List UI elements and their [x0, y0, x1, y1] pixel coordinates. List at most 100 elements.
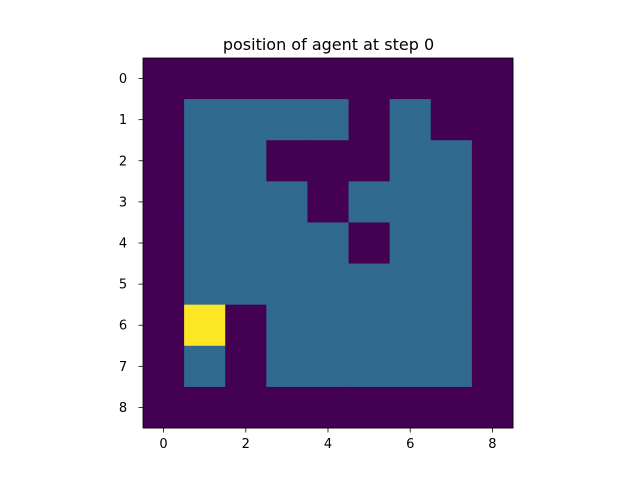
heatmap-cell	[471, 304, 514, 347]
y-tick-label: 7	[119, 360, 127, 375]
x-tick-label: 0	[159, 437, 167, 452]
heatmap-cell	[471, 263, 514, 306]
heatmap-cell	[143, 304, 185, 347]
heatmap-cell	[266, 345, 308, 388]
heatmap-cell	[348, 304, 391, 347]
heatmap-cell	[266, 99, 308, 141]
heatmap-cell	[389, 99, 432, 141]
heatmap-cell	[348, 181, 391, 223]
y-tick-label: 1	[119, 113, 127, 128]
heatmap-cell	[184, 99, 226, 141]
y-tick-label: 8	[119, 401, 127, 416]
heatmap-cell	[225, 345, 267, 388]
heatmap-cell	[307, 386, 349, 429]
heatmap-cell	[266, 222, 308, 264]
heatmap-cell	[471, 58, 514, 100]
heatmap-cell	[184, 345, 226, 388]
heatmap-cell	[348, 140, 391, 182]
heatmap-cell	[307, 140, 349, 182]
heatmap-cell	[471, 140, 514, 182]
y-tick-label: 2	[119, 154, 127, 169]
heatmap-cell	[266, 181, 308, 223]
heatmap-cell	[389, 386, 432, 429]
heatmap-cell	[307, 304, 349, 347]
heatmap-cell	[184, 140, 226, 182]
heatmap-cell	[348, 99, 391, 141]
heatmap-cell	[307, 99, 349, 141]
chart-title: position of agent at step 0	[223, 35, 434, 54]
heatmap-cell	[471, 386, 514, 429]
heatmap-cell	[307, 222, 349, 264]
heatmap-cell	[225, 99, 267, 141]
y-tick-label: 5	[119, 278, 127, 293]
heatmap-cell	[430, 222, 473, 264]
y-tick-label: 3	[119, 195, 127, 210]
heatmap-cell	[430, 386, 473, 429]
heatmap-cell	[225, 58, 267, 100]
heatmap-cell	[143, 345, 185, 388]
heatmap-cell	[430, 304, 473, 347]
heatmap-cell	[471, 222, 514, 264]
heatmap-cell	[471, 345, 514, 388]
heatmap-cell	[389, 345, 432, 388]
heatmap-cell	[348, 58, 391, 100]
heatmap-cell	[143, 99, 185, 141]
heatmap-cell	[266, 263, 308, 306]
heatmap-cell	[389, 140, 432, 182]
heatmap-cell	[225, 222, 267, 264]
heatmap-cell	[430, 99, 473, 141]
heatmap-cell	[389, 263, 432, 306]
heatmap-cell	[266, 140, 308, 182]
x-tick-label: 4	[324, 437, 332, 452]
heatmap-cell	[430, 263, 473, 306]
y-tick-label: 4	[119, 237, 127, 252]
heatmap-cell	[143, 140, 185, 182]
x-tick-label: 8	[488, 437, 496, 452]
x-axis: 0 2 4 6 8	[159, 428, 497, 452]
heatmap-cell	[430, 181, 473, 223]
heatmap-cell	[184, 222, 226, 264]
heatmap-cell	[225, 140, 267, 182]
heatmap-cell	[143, 222, 185, 264]
heatmap-cell	[471, 181, 514, 223]
heatmap-cell	[348, 345, 391, 388]
heatmap-cell	[184, 386, 226, 429]
heatmap-cell	[389, 222, 432, 264]
heatmap-cell	[184, 263, 226, 306]
heatmap-cell	[184, 181, 226, 223]
heatmap-cell	[430, 345, 473, 388]
heatmap-cell	[225, 181, 267, 223]
heatmap-cell	[389, 304, 432, 347]
heatmap-cell	[225, 386, 267, 429]
heatmap-cell	[143, 386, 185, 429]
heatmap-cell	[430, 58, 473, 100]
heatmap-cell	[184, 304, 226, 347]
y-tick-label: 0	[119, 72, 127, 87]
heatmap-cell	[348, 386, 391, 429]
heatmap-cell	[266, 304, 308, 347]
heatmap-cell	[430, 140, 473, 182]
x-tick-label: 2	[242, 437, 250, 452]
heatmap-cell	[348, 222, 391, 264]
y-axis: 0 1 2 3 4 5 6 7 8	[119, 72, 143, 416]
heatmap-cell	[307, 263, 349, 306]
heatmap-cell	[307, 181, 349, 223]
heatmap-cell	[225, 304, 267, 347]
heatmap-cell	[184, 58, 226, 100]
heatmap-cell	[143, 181, 185, 223]
y-tick-label: 6	[119, 319, 127, 334]
heatmap-cell	[266, 58, 308, 100]
heatmap-cell	[389, 181, 432, 223]
x-tick-label: 6	[406, 437, 414, 452]
heatmap-cell	[348, 263, 391, 306]
heatmap-cell	[143, 263, 185, 306]
heatmap-cell	[143, 58, 185, 100]
heatmap-cell	[307, 58, 349, 100]
heatmap-cell	[307, 345, 349, 388]
heatmap-cell	[225, 263, 267, 306]
heatmap-cell	[389, 58, 432, 100]
heatmap-cell	[266, 386, 308, 429]
heatmap-cells	[142, 57, 514, 429]
heatmap-cell	[471, 99, 514, 141]
